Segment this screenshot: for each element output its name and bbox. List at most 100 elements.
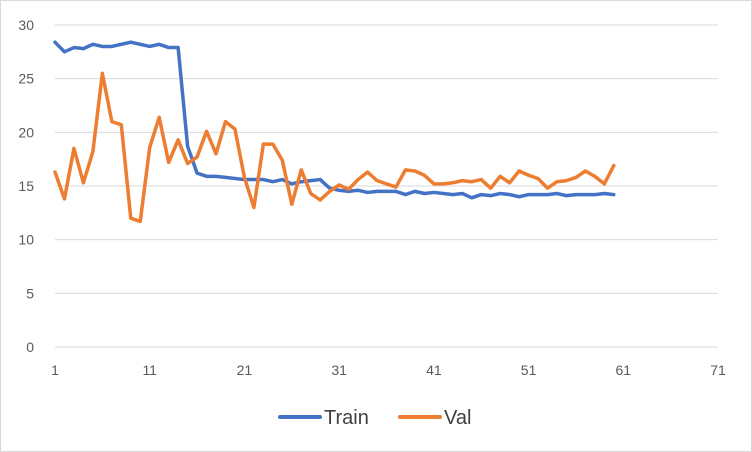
data-point-train xyxy=(91,42,95,46)
data-point-val xyxy=(602,182,606,186)
data-point-train xyxy=(460,192,464,196)
data-point-val xyxy=(186,161,190,165)
data-point-val xyxy=(138,219,142,223)
data-point-val xyxy=(394,185,398,189)
x-tick-label: 31 xyxy=(331,362,347,378)
data-point-train xyxy=(451,193,455,197)
data-point-train xyxy=(479,193,483,197)
data-point-val xyxy=(564,179,568,183)
x-tick-label: 11 xyxy=(142,362,157,378)
data-point-train xyxy=(195,171,199,175)
data-point-train xyxy=(138,42,142,46)
data-point-val xyxy=(385,182,388,186)
data-point-val xyxy=(214,152,218,156)
x-tick-label: 61 xyxy=(615,362,631,378)
data-point-train xyxy=(309,179,313,183)
data-point-train xyxy=(223,175,227,179)
data-point-train xyxy=(337,188,341,192)
data-point-val xyxy=(176,138,180,142)
data-point-val xyxy=(347,187,351,191)
data-point-train xyxy=(555,192,559,196)
data-point-val xyxy=(205,129,209,133)
data-point-val xyxy=(72,146,76,150)
data-point-val xyxy=(403,168,407,172)
data-point-val xyxy=(148,145,152,149)
data-point-train xyxy=(261,178,265,182)
data-point-val xyxy=(271,142,275,146)
legend: Train Val xyxy=(278,407,471,429)
data-point-val xyxy=(318,198,322,202)
data-point-val xyxy=(290,202,294,206)
data-point-val xyxy=(366,170,370,174)
series-line-val xyxy=(53,71,616,224)
series-lines xyxy=(53,40,616,224)
data-point-val xyxy=(574,175,578,179)
data-point-val xyxy=(223,120,227,124)
data-point-val xyxy=(328,189,332,193)
data-point-train xyxy=(252,178,256,182)
data-point-train xyxy=(100,44,104,48)
data-point-val xyxy=(536,176,540,180)
data-point-train xyxy=(574,193,578,197)
data-point-train xyxy=(375,189,379,193)
data-point-train xyxy=(508,193,512,197)
data-point-val xyxy=(356,178,360,182)
data-point-train xyxy=(299,180,303,184)
data-point-val xyxy=(195,155,199,159)
data-point-train xyxy=(366,190,370,194)
data-point-train xyxy=(432,190,436,194)
data-point-val xyxy=(62,197,66,201)
data-point-val xyxy=(252,205,256,209)
data-point-train xyxy=(214,174,218,178)
data-point-train xyxy=(489,194,493,198)
data-point-train xyxy=(564,194,568,198)
data-point-val xyxy=(517,169,521,173)
data-point-train xyxy=(527,193,531,197)
data-point-val xyxy=(593,174,597,178)
data-point-train xyxy=(157,42,161,46)
y-tick-label: 15 xyxy=(18,178,34,194)
data-point-val xyxy=(470,180,474,184)
data-point-val xyxy=(299,168,303,172)
data-point-val xyxy=(233,127,237,131)
data-point-val xyxy=(91,150,95,154)
data-point-train xyxy=(81,47,85,51)
x-tick-label: 41 xyxy=(426,362,442,378)
data-point-train xyxy=(176,46,180,50)
data-point-train xyxy=(233,176,237,180)
data-point-val xyxy=(53,170,57,174)
x-tick-label: 51 xyxy=(521,362,537,378)
x-tick-label: 71 xyxy=(710,362,726,378)
legend-label-train: Train xyxy=(324,407,369,429)
data-point-train xyxy=(72,46,76,50)
data-point-val xyxy=(100,71,104,75)
data-point-train xyxy=(394,189,398,193)
y-tick-label: 10 xyxy=(18,232,34,248)
data-point-val xyxy=(498,174,502,178)
data-point-train xyxy=(470,196,474,200)
y-tick-label: 5 xyxy=(26,285,34,301)
data-point-train xyxy=(413,189,417,193)
data-point-train xyxy=(129,40,133,44)
data-point-train xyxy=(53,40,57,44)
data-point-val xyxy=(508,181,512,185)
data-point-val xyxy=(441,182,445,186)
data-point-val xyxy=(261,142,265,146)
data-point-train xyxy=(593,193,597,197)
data-point-train xyxy=(583,193,587,197)
data-point-val xyxy=(413,169,417,173)
data-point-train xyxy=(422,192,426,196)
x-tick-label: 1 xyxy=(51,362,59,378)
data-point-val xyxy=(337,183,341,187)
data-point-val xyxy=(422,173,426,177)
data-point-val xyxy=(612,164,616,168)
data-point-val xyxy=(242,175,246,179)
data-point-train xyxy=(356,188,360,192)
data-point-train xyxy=(385,189,388,193)
data-point-train xyxy=(517,195,521,199)
data-point-train xyxy=(167,46,171,50)
data-point-val xyxy=(119,123,123,127)
data-point-val xyxy=(451,181,455,185)
data-point-train xyxy=(186,144,190,148)
